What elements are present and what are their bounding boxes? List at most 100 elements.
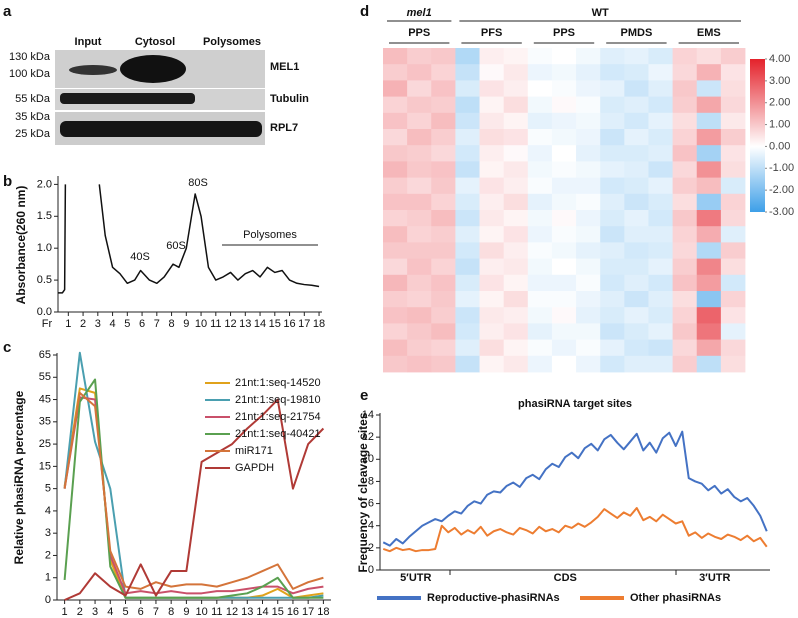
condition-label: PPS xyxy=(408,27,430,39)
colorbar-label: -3.00 xyxy=(769,206,794,218)
y-tick-label: 1.0 xyxy=(37,242,52,254)
marker-label: 100 kDa xyxy=(9,68,51,80)
x-tick-label: 2 xyxy=(80,318,86,330)
heatmap-cell xyxy=(624,291,649,308)
heatmap-cell xyxy=(672,80,698,97)
x-tick-label: 13 xyxy=(239,318,251,330)
heatmap-cell xyxy=(648,226,673,243)
heatmap-cell xyxy=(407,64,432,81)
heatmap-cell xyxy=(720,355,746,373)
heatmap-cell xyxy=(696,355,722,373)
heatmap-cell xyxy=(696,193,722,211)
heatmap-cell xyxy=(503,129,529,146)
heatmap-cell xyxy=(600,323,625,340)
strain-label: mel1 xyxy=(407,7,432,19)
x-tick-label: 17 xyxy=(298,318,310,330)
colorbar-label: 2.00 xyxy=(769,97,790,109)
heatmap-cell xyxy=(648,291,673,308)
heatmap-cell xyxy=(624,210,649,227)
heatmap-cell xyxy=(503,80,529,97)
heatmap-cell xyxy=(527,96,553,114)
condition-label: EMS xyxy=(697,27,721,39)
heatmap-cell xyxy=(383,274,408,292)
heatmap-cell xyxy=(720,80,746,97)
heatmap-cell xyxy=(600,226,625,243)
heatmap-cell xyxy=(383,242,408,259)
heatmap-cell xyxy=(600,112,625,130)
x-tick-label: 6 xyxy=(139,318,145,330)
heatmap-cell xyxy=(551,291,577,308)
heatmap-cell xyxy=(407,307,432,324)
y-tick-label: 25 xyxy=(39,438,51,450)
heatmap-cell xyxy=(696,242,722,259)
y-tick-label: 1 xyxy=(45,572,51,584)
legend-label: miR171 xyxy=(235,445,273,457)
data-line xyxy=(63,391,324,590)
heatmap-cell xyxy=(696,96,722,114)
heatmap-cell xyxy=(503,355,529,373)
heatmap-cell xyxy=(551,96,577,114)
heatmap-cell xyxy=(696,112,722,130)
heatmap-cell xyxy=(672,339,698,357)
heatmap-cell xyxy=(479,112,505,130)
heatmap-cell xyxy=(551,193,577,211)
heatmap-cell xyxy=(383,129,408,146)
heatmap-cell xyxy=(600,80,625,97)
marker-label: 55 kDa xyxy=(15,93,51,105)
data-line xyxy=(382,507,768,553)
annotation: Polysomes xyxy=(243,229,297,241)
x-tick-label: 18 xyxy=(313,318,325,330)
heatmap-cell xyxy=(576,129,601,146)
heatmap-cell xyxy=(551,80,577,97)
data-line xyxy=(58,184,320,294)
heatmap-cell xyxy=(648,258,673,276)
heatmap-cell xyxy=(527,129,553,146)
x-tick-label: 7 xyxy=(153,606,159,618)
panel-label: e xyxy=(360,387,368,404)
heatmap-cell xyxy=(455,274,480,292)
heatmap-cell xyxy=(696,339,722,357)
heatmap-cell xyxy=(648,129,673,146)
heatmap-cell xyxy=(503,145,529,162)
x-tick-label: 8 xyxy=(169,318,175,330)
x-tick-label: 5′UTR xyxy=(400,572,431,584)
heatmap-cell xyxy=(527,80,553,97)
heatmap-cell xyxy=(503,307,529,324)
heatmap-cell xyxy=(431,291,456,308)
heatmap-cell xyxy=(720,96,746,114)
heatmap-cell xyxy=(479,80,505,97)
heatmap-cell xyxy=(527,226,553,243)
heatmap-cell xyxy=(576,355,601,373)
x-tick-label: 12 xyxy=(224,318,236,330)
heatmap-cell xyxy=(503,161,529,178)
y-tick-label: 2.0 xyxy=(37,178,52,190)
heatmap-cell xyxy=(551,48,577,65)
heatmap-cell xyxy=(624,339,649,357)
heatmap-cell xyxy=(479,339,505,357)
heatmap-cell xyxy=(720,242,746,259)
heatmap-cell xyxy=(455,226,480,243)
heatmap-cell xyxy=(624,161,649,178)
legend-label: GAPDH xyxy=(235,462,274,474)
heatmap-cell xyxy=(551,242,577,259)
condition-label: PMDS xyxy=(621,27,653,39)
x-tick-label: 5 xyxy=(124,318,130,330)
heatmap-cell xyxy=(479,355,505,373)
heatmap-cell xyxy=(696,210,722,227)
heatmap-cell xyxy=(648,193,673,211)
y-tick-label: 4 xyxy=(368,520,374,532)
heatmap-cell xyxy=(431,96,456,114)
heatmap-cell xyxy=(503,177,529,195)
heatmap-cell xyxy=(576,307,601,324)
heatmap-cell xyxy=(479,226,505,243)
heatmap-cell xyxy=(624,307,649,324)
y-tick-label: 8 xyxy=(368,475,374,487)
heatmap-cell xyxy=(407,355,432,373)
heatmap-cell xyxy=(527,48,553,65)
heatmap-cell xyxy=(576,226,601,243)
heatmap-cell xyxy=(624,355,649,373)
heatmap-cell xyxy=(503,242,529,259)
heatmap-cell xyxy=(407,129,432,146)
heatmap-cell xyxy=(431,242,456,259)
heatmap-cell xyxy=(600,145,625,162)
